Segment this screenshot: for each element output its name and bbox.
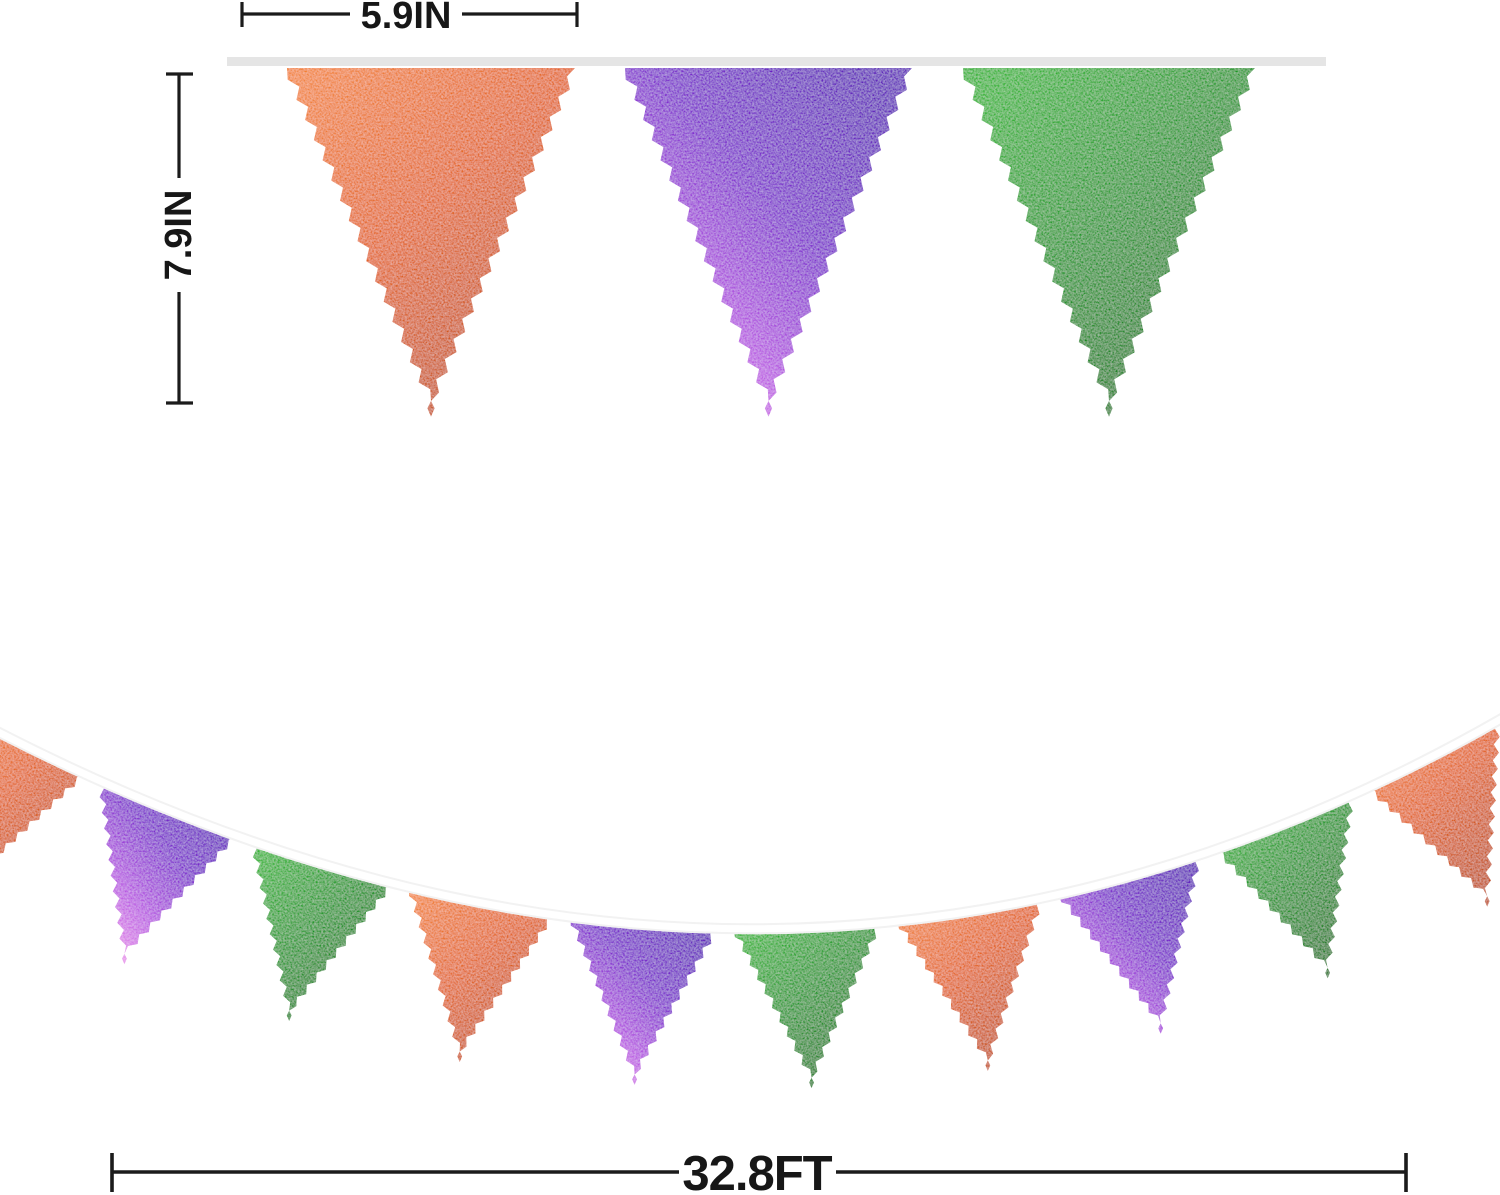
length-dimension-label: 32.8FT <box>682 1147 832 1195</box>
width-dimension: 5.9IN <box>240 0 579 37</box>
pennant-flag-green <box>963 68 1255 417</box>
pennant-flag-orange <box>287 68 575 417</box>
garland-string <box>0 715 1500 933</box>
top-flag-row <box>287 68 1255 417</box>
height-dimension: 7.9IN <box>158 72 200 405</box>
pennant-flag-green <box>252 841 393 1021</box>
pennant-flag-green <box>733 922 881 1089</box>
pennant-flag-orange <box>897 898 1042 1071</box>
length-dimension: 32.8FT <box>110 1147 1408 1195</box>
pennant-flag-orange <box>409 887 554 1062</box>
pennant-flag-purple <box>625 68 912 417</box>
height-dimension-label: 7.9IN <box>158 190 200 281</box>
pennant-flag-purple <box>570 917 717 1085</box>
width-dimension-label: 5.9IN <box>361 0 452 37</box>
pennant-flag-orange <box>0 731 85 854</box>
pennant-flag-purple <box>1058 854 1200 1034</box>
top-ribbon <box>227 57 1326 66</box>
pennant-flag-orange <box>1367 720 1500 907</box>
bottom-garland <box>0 713 1500 1089</box>
